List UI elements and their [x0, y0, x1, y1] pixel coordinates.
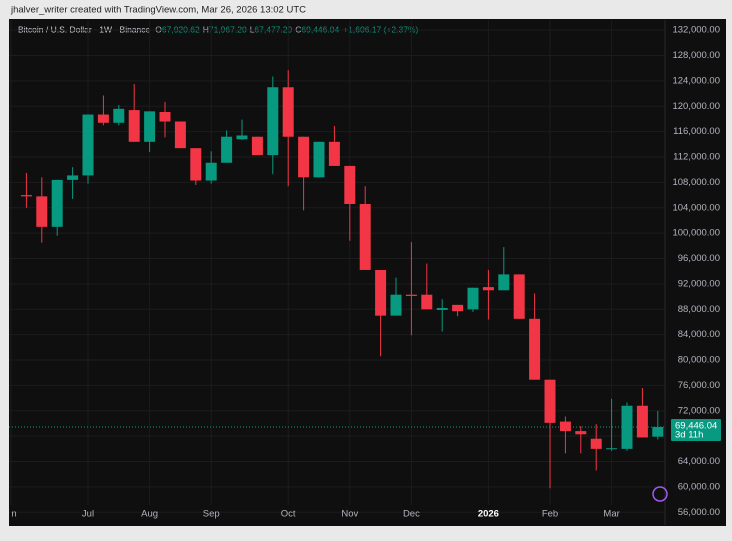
y-tick-label: 120,000.00	[672, 101, 720, 112]
x-tick-label: 2026	[478, 509, 499, 520]
candle-body	[251, 136, 263, 156]
legend-key: O	[155, 24, 162, 34]
legend-value: 67,477.29	[254, 24, 292, 34]
y-tick-label: 80,000.00	[678, 355, 720, 366]
x-tick-label: Feb	[542, 509, 558, 520]
candle-body	[375, 269, 387, 316]
candle-body	[144, 111, 156, 142]
legend-value: 69,446.04	[301, 24, 339, 34]
candle-body	[482, 287, 494, 291]
y-tick-label: 56,000.00	[678, 507, 720, 518]
y-tick-label: 116,000.00	[673, 126, 720, 137]
candle-body	[20, 195, 32, 197]
y-tick-label: 64,000.00	[678, 456, 720, 467]
candle-body	[498, 274, 510, 291]
candle-body	[513, 274, 525, 319]
candle-body	[328, 141, 340, 166]
candle-body	[113, 108, 125, 123]
candle-body	[267, 87, 279, 156]
candle-body	[205, 162, 217, 181]
legend-key: C	[295, 24, 301, 34]
y-tick-label: 100,000.00	[672, 228, 720, 239]
candle-body	[159, 111, 171, 122]
legend-value: 67,920.62	[162, 24, 200, 34]
y-tick-label: 84,000.00	[678, 329, 720, 340]
candle-body	[652, 427, 664, 437]
candle-body	[559, 421, 571, 432]
candle-body	[298, 136, 310, 178]
candle-body	[452, 304, 464, 312]
legend: O 67,920.62 H 71,967.20 L 67,477.29 C 69,446.04…	[155, 24, 418, 34]
candle-body	[236, 135, 248, 140]
x-tick-label: n	[11, 509, 16, 520]
candle-body	[529, 318, 541, 380]
candle-body	[390, 294, 402, 316]
candle-body	[174, 121, 186, 149]
price-tag	[671, 419, 721, 442]
x-tick-label: Oct	[281, 509, 296, 520]
x-tick-label: Sep	[203, 509, 220, 520]
y-tick-label: 72,000.00	[678, 405, 720, 416]
legend-key: H	[203, 24, 209, 34]
candle-body	[621, 405, 633, 449]
y-tick-label: 76,000.00	[678, 380, 720, 391]
credit: jhalver_writer created with TradingView.…	[10, 5, 306, 16]
candle-body	[82, 114, 94, 176]
y-tick-label: 132,000.00	[672, 25, 720, 36]
candle-body	[282, 87, 294, 137]
candle-body	[221, 136, 233, 163]
symbol: Bitcoin / U.S. Dollar · 1W · Binance	[18, 24, 151, 34]
legend-change: +1,606.17 (+2.37%)	[343, 24, 418, 34]
x-tick-label: Dec	[403, 509, 420, 520]
candle-body	[544, 379, 556, 423]
countdown: 3d 11h	[675, 430, 703, 441]
candle-body	[67, 175, 79, 180]
candle-body	[344, 165, 356, 204]
y-tick-label: 88,000.00	[678, 304, 720, 315]
y-tick-label: 104,000.00	[672, 202, 720, 213]
candle-body	[405, 294, 417, 296]
price-tag-value: 69,446.04	[675, 421, 717, 432]
y-tick-label: 108,000.00	[672, 177, 720, 188]
candle-body	[636, 405, 648, 438]
y-tick-label: 124,000.00	[672, 75, 720, 86]
candle-body	[51, 179, 63, 227]
candle-body	[467, 287, 479, 310]
legend-value: 71,967.20	[209, 24, 247, 34]
y-tick-label: 128,000.00	[672, 50, 720, 61]
candle-body	[590, 438, 602, 449]
x-tick-label: Jul	[82, 509, 94, 520]
x-tick-label: Mar	[603, 509, 619, 520]
candle-body	[606, 448, 618, 450]
y-tick-label: 92,000.00	[678, 278, 720, 289]
candle-body	[97, 114, 109, 123]
candle-body	[359, 203, 371, 270]
y-tick-label: 96,000.00	[678, 253, 720, 264]
candle-body	[436, 308, 448, 310]
y-tick-label: 112,000.00	[673, 152, 720, 163]
legend-key: L	[250, 24, 255, 34]
x-tick-label: Nov	[341, 509, 358, 520]
x-tick-label: Aug	[141, 509, 158, 520]
candle-body	[128, 110, 140, 142]
logo	[652, 486, 668, 502]
candle-body	[575, 431, 587, 435]
candle-body	[36, 196, 48, 227]
candle-body	[190, 148, 202, 181]
candle-body	[421, 294, 433, 310]
candle-body	[313, 141, 325, 178]
chart-area	[9, 19, 726, 526]
y-tick-label: 60,000.00	[678, 481, 720, 492]
